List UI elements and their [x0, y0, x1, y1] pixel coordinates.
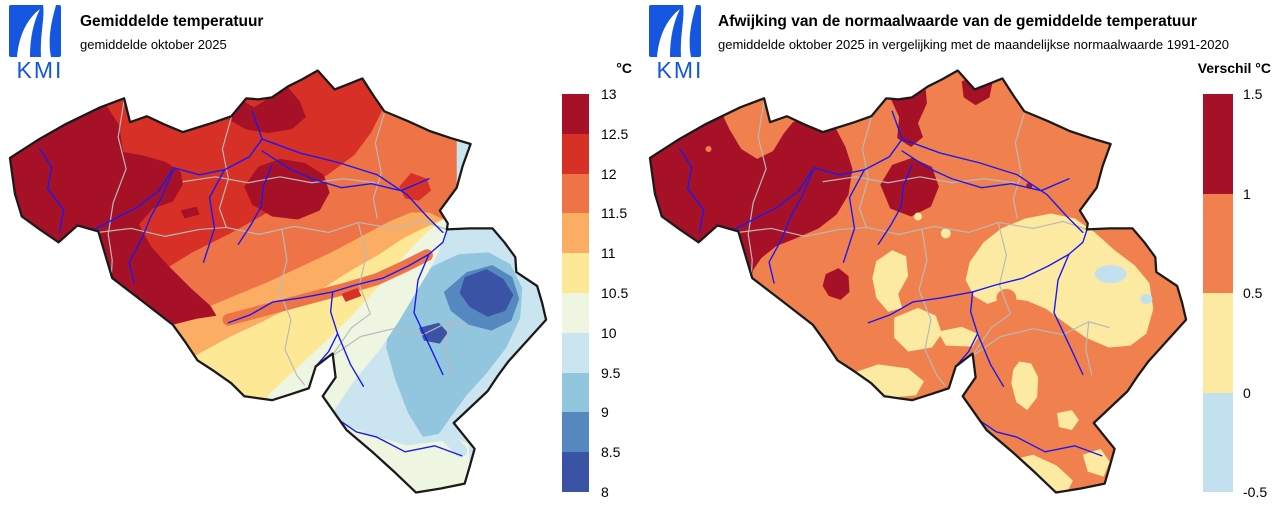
contour-region	[459, 269, 514, 317]
legend-tick-label: 0.5	[1243, 285, 1263, 301]
legend-tick-label: 8.5	[601, 444, 621, 461]
legend-tick-label: 12.5	[601, 125, 629, 142]
temperature-color-scale: 13 12.5 12 11.5 11 10.5 10 9.5 9 8.5 8	[562, 86, 628, 500]
contour-region	[1011, 361, 1039, 411]
page-title: Gemiddelde temperatuur	[80, 13, 264, 30]
page-title: Afwijking van de normaalwaarde van de ge…	[718, 13, 1197, 30]
contour-region	[1140, 293, 1153, 304]
legend-swatch	[562, 213, 589, 254]
contour-region	[341, 287, 362, 302]
temperature-contours	[9, 70, 547, 493]
contour-region	[914, 212, 922, 221]
page-subtitle: gemiddelde oktober 2025	[80, 37, 227, 52]
contour-region	[996, 288, 1017, 307]
belgium-temperature-anomaly-map	[648, 69, 1188, 494]
contour-region	[1057, 410, 1079, 430]
legend-swatch	[562, 133, 589, 174]
legend-tick-label: 1.5	[1243, 86, 1263, 102]
kmi-logo-mark	[649, 5, 701, 57]
legend-unit-label: °C	[616, 60, 632, 76]
legend-tick-label: 0	[1243, 384, 1251, 401]
legend-swatch	[562, 94, 589, 134]
contour-region	[880, 157, 939, 217]
legend-swatch	[1203, 392, 1233, 492]
legend-swatch	[562, 332, 589, 373]
contour-region	[228, 87, 306, 134]
legend-swatch	[562, 412, 589, 453]
legend-tick-label: 11.5	[601, 205, 628, 222]
contour-region	[965, 213, 1154, 348]
legend-tick-label: 10	[601, 324, 617, 341]
legend-tick-label: 1	[1243, 185, 1251, 202]
legend-tick-label: -0.5	[1243, 484, 1268, 500]
contour-region	[705, 146, 712, 152]
legend-swatch	[562, 292, 589, 333]
legend-tick-label: 9.5	[601, 364, 621, 381]
kmi-logo: KMI	[649, 5, 711, 83]
contour-region	[872, 250, 909, 312]
legend-tick-label: 10.5	[601, 285, 629, 301]
kmi-logo-text: KMI	[656, 57, 704, 83]
contour-region	[937, 326, 980, 347]
legend-tick-label: 12	[601, 165, 617, 182]
contour-region	[180, 206, 200, 219]
legend-swatch	[562, 452, 589, 492]
legend-swatch	[1203, 193, 1233, 293]
contour-region	[649, 112, 853, 279]
legend-tick-label: 8	[601, 484, 609, 500]
legend-swatch	[562, 372, 589, 413]
legend-tick-label: 13	[601, 86, 617, 102]
contour-region	[323, 404, 468, 458]
kmi-logo-text: KMI	[16, 57, 64, 83]
contour-region	[822, 268, 850, 300]
legend-swatch	[562, 173, 589, 214]
belgium-mean-temperature-map	[8, 69, 548, 494]
anomaly-contours	[649, 70, 1187, 493]
legend-swatch	[1203, 293, 1233, 393]
kmi-logo: KMI	[9, 5, 71, 83]
legend-tick-label: 9	[601, 404, 609, 421]
kmi-logo-mark	[9, 5, 61, 57]
legend-swatch	[562, 253, 589, 293]
contour-region	[940, 228, 951, 239]
contour-region	[1094, 265, 1127, 284]
legend-tick-label: 11	[601, 245, 616, 262]
legend-swatch	[1203, 94, 1233, 194]
contour-region	[1082, 448, 1110, 477]
contour-region	[399, 172, 431, 201]
page-subtitle: gemiddelde oktober 2025 in vergelijking …	[718, 37, 1229, 52]
contour-region	[9, 105, 217, 325]
legend-unit-label: Verschil °C	[1197, 60, 1271, 76]
anomaly-color-scale: 1.5 1 0.5 0 -0.5	[1203, 86, 1267, 500]
contour-region	[244, 158, 330, 220]
